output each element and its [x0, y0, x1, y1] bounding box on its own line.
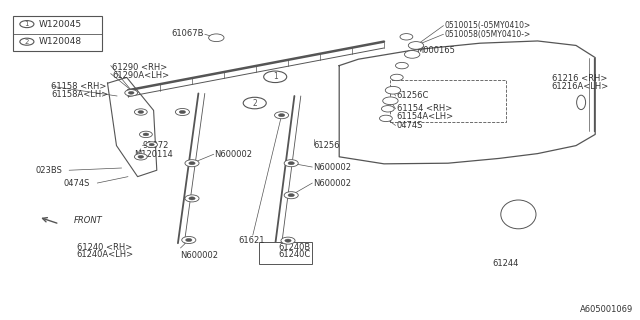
Circle shape: [189, 162, 195, 165]
Circle shape: [146, 142, 157, 148]
Text: 023BS: 023BS: [35, 166, 62, 175]
Text: 61256C: 61256C: [397, 92, 429, 100]
Text: 61240B: 61240B: [278, 243, 310, 252]
Circle shape: [134, 109, 147, 115]
Circle shape: [404, 51, 420, 58]
Text: N600002: N600002: [180, 252, 218, 260]
Text: 61256: 61256: [314, 141, 340, 150]
Text: 61067B: 61067B: [171, 29, 204, 38]
Text: 0510015(-05MY0410>: 0510015(-05MY0410>: [445, 21, 531, 30]
Text: 91072: 91072: [142, 141, 168, 150]
Circle shape: [175, 108, 189, 116]
Circle shape: [209, 34, 224, 42]
Bar: [390, 80, 506, 122]
Circle shape: [275, 112, 289, 119]
Text: 1: 1: [24, 21, 29, 27]
Text: 0474S: 0474S: [397, 121, 423, 130]
Circle shape: [20, 38, 34, 45]
Text: 61216 <RH>: 61216 <RH>: [552, 74, 607, 83]
Text: 61290A<LH>: 61290A<LH>: [112, 71, 169, 80]
Text: N600002: N600002: [314, 163, 351, 172]
Text: 61244: 61244: [493, 260, 519, 268]
Circle shape: [383, 97, 398, 105]
Text: FRONT: FRONT: [74, 216, 102, 225]
Text: A605001069: A605001069: [580, 305, 634, 314]
Circle shape: [125, 90, 138, 96]
Circle shape: [264, 71, 287, 83]
Text: 61240 <RH>: 61240 <RH>: [77, 243, 132, 252]
Circle shape: [284, 192, 298, 199]
Text: 0510058(05MY0410->: 0510058(05MY0410->: [445, 30, 531, 39]
Circle shape: [182, 236, 196, 244]
Text: 61154 <RH>: 61154 <RH>: [397, 104, 452, 113]
Circle shape: [179, 110, 186, 114]
Text: 2: 2: [25, 39, 29, 45]
Text: W120045: W120045: [39, 20, 82, 28]
Text: 61158 <RH>: 61158 <RH>: [51, 82, 107, 91]
Circle shape: [140, 131, 152, 138]
Text: M000165: M000165: [416, 46, 455, 55]
Circle shape: [128, 92, 134, 94]
Circle shape: [243, 97, 266, 109]
Circle shape: [185, 195, 199, 202]
Circle shape: [189, 197, 195, 200]
Circle shape: [134, 154, 147, 160]
Circle shape: [138, 156, 144, 158]
Text: M120114: M120114: [134, 150, 173, 159]
Circle shape: [285, 239, 291, 242]
Ellipse shape: [577, 95, 586, 109]
Circle shape: [138, 110, 144, 113]
Text: N600002: N600002: [314, 179, 351, 188]
Circle shape: [143, 133, 149, 136]
Circle shape: [400, 34, 413, 40]
Circle shape: [381, 106, 394, 112]
Text: 61621: 61621: [239, 236, 265, 245]
Circle shape: [149, 143, 154, 146]
Circle shape: [281, 237, 295, 244]
Circle shape: [278, 114, 285, 117]
Text: 0474S: 0474S: [64, 180, 90, 188]
Bar: [259, 242, 312, 264]
Text: 61158A<LH>: 61158A<LH>: [51, 90, 108, 99]
Circle shape: [185, 160, 199, 167]
Ellipse shape: [501, 200, 536, 229]
Text: 1: 1: [273, 72, 278, 81]
Circle shape: [390, 74, 403, 81]
Circle shape: [408, 42, 424, 49]
Circle shape: [186, 238, 192, 242]
Text: W120048: W120048: [39, 37, 82, 46]
Text: 61240A<LH>: 61240A<LH>: [77, 250, 134, 259]
Text: 61154A<LH>: 61154A<LH>: [397, 112, 454, 121]
Text: 2: 2: [252, 99, 257, 108]
Circle shape: [288, 194, 294, 197]
Circle shape: [284, 160, 298, 167]
Circle shape: [385, 86, 401, 94]
Text: 61216A<LH>: 61216A<LH>: [552, 82, 609, 91]
Circle shape: [20, 20, 34, 28]
Circle shape: [380, 115, 392, 122]
Circle shape: [396, 62, 408, 69]
Text: 61240C: 61240C: [278, 250, 310, 259]
Text: 61290 <RH>: 61290 <RH>: [112, 63, 167, 72]
Circle shape: [288, 162, 294, 165]
Bar: [13, 16, 102, 51]
Text: N600002: N600002: [214, 150, 252, 159]
